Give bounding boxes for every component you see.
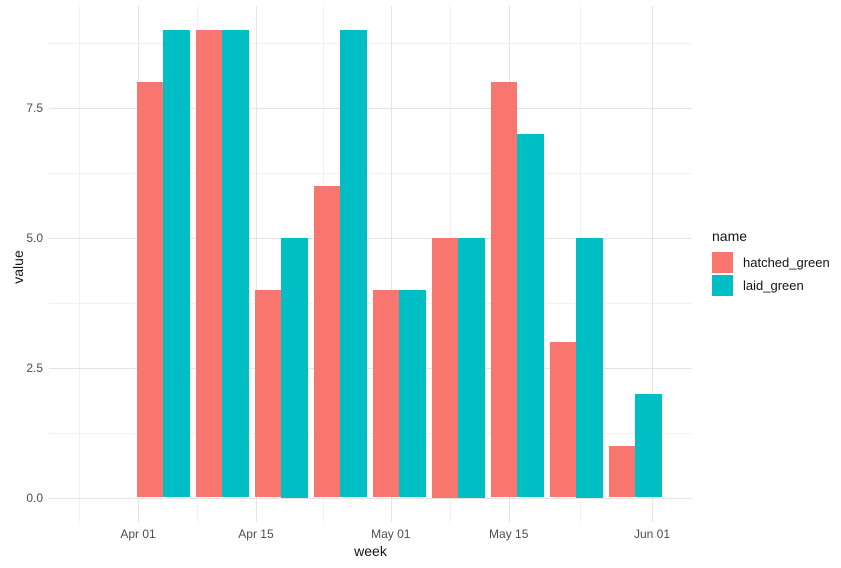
x-tick-label: Apr 01 (120, 527, 156, 541)
x-minor-gridline (79, 6, 81, 522)
bar-hatched_green (136, 82, 164, 498)
bar-hatched_green (490, 82, 518, 498)
y-minor-gridline (49, 302, 692, 304)
legend-entries: hatched_green laid_green (712, 252, 830, 296)
legend-entry: laid_green (712, 275, 830, 296)
plot-panel (49, 6, 692, 522)
x-tick-label: Jun 01 (633, 527, 670, 541)
y-minor-gridline (49, 173, 692, 175)
bar-hatched_green (254, 289, 282, 498)
legend-swatch-hatched_green (712, 252, 733, 273)
bar-hatched_green (549, 341, 577, 498)
bar-laid_green (458, 238, 485, 498)
y-minor-gridline (49, 432, 692, 434)
y-axis-title: value (10, 250, 26, 284)
bar-hatched_green (372, 289, 400, 498)
y-tick-label: 5.0 (26, 231, 43, 245)
bar-laid_green (163, 30, 190, 498)
x-tick-label: May 01 (371, 527, 411, 541)
legend-title: name (712, 228, 748, 244)
x-major-gridline (255, 6, 257, 522)
x-tick-label: Apr 15 (238, 527, 274, 541)
y-major-gridline (49, 497, 692, 499)
bar-laid_green (517, 134, 544, 498)
y-tick-label: 7.5 (26, 101, 43, 116)
bar-laid_green (222, 30, 249, 498)
x-major-gridline (651, 6, 653, 522)
y-tick-label: 0.0 (26, 490, 43, 505)
bar-laid_green (281, 238, 308, 498)
bar-laid_green (399, 289, 426, 498)
legend-swatch-laid_green (712, 275, 733, 296)
bar-hatched_green (195, 30, 223, 498)
y-major-gridline (49, 367, 692, 369)
bar-hatched_green (431, 238, 459, 498)
legend-label: hatched_green (743, 255, 830, 270)
legend-label: laid_green (743, 278, 804, 293)
y-major-gridline (49, 108, 692, 110)
x-tick-label: May 15 (489, 527, 529, 541)
y-major-gridline (49, 238, 692, 239)
x-major-gridline (390, 6, 392, 522)
x-axis-title: week (354, 543, 387, 559)
legend-entry: hatched_green (712, 252, 830, 273)
bar-laid_green (340, 30, 367, 498)
y-minor-gridline (49, 43, 692, 45)
bar-hatched_green (608, 445, 636, 498)
bar-hatched_green (313, 186, 341, 498)
legend: name hatched_green laid_green (712, 228, 830, 298)
bar-laid_green (576, 238, 603, 498)
bar-laid_green (635, 393, 662, 498)
y-tick-label: 2.5 (26, 360, 43, 375)
